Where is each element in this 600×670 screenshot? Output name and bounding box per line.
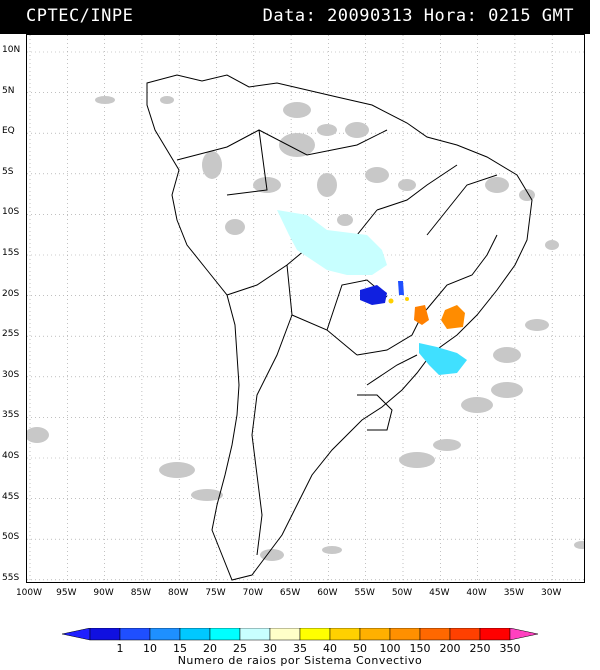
lon-label: 65W (279, 588, 301, 598)
lon-label: 45W (429, 588, 450, 598)
hour-label: Hora: 0215 GMT (423, 6, 574, 26)
graticule (27, 35, 584, 582)
lon-label: 80W (168, 588, 189, 598)
colorbar (61, 628, 539, 641)
colorbar-swatch (119, 628, 151, 641)
lat-label: 10N (2, 45, 21, 55)
lat-label: 40S (2, 451, 20, 461)
lon-label: 50W (391, 588, 413, 598)
colorbar-swatch (359, 628, 391, 641)
colorbar-arrow-left (61, 628, 91, 641)
lat-label: 45S (2, 491, 20, 502)
storm-yellow-2 (405, 297, 409, 301)
lon-label: 95W (56, 588, 77, 598)
lon-label: 60W (317, 588, 338, 598)
storm-blue (360, 285, 387, 305)
storm-orange-west (414, 305, 429, 325)
storm-blue-small (398, 281, 404, 295)
colorbar-tick-label: 35 (293, 642, 307, 655)
south-america-outline (146, 74, 533, 581)
colorbar-tick-label: 50 (353, 642, 367, 655)
storm-orange-east (441, 305, 465, 329)
colorbar-swatch (89, 628, 121, 641)
storm-yellow (388, 298, 394, 304)
lat-label: 5N (2, 85, 15, 96)
lat-label: 50S (2, 532, 20, 543)
lat-label: 20S (2, 288, 20, 299)
lon-label: 55W (354, 588, 375, 598)
lat-label: 30S (2, 369, 20, 380)
colorbar-tick-label: 10 (143, 642, 157, 655)
colorbar-tick-label: 200 (439, 642, 461, 655)
colorbar-swatch (419, 628, 451, 641)
lon-label: 90W (93, 588, 114, 598)
colorbar-swatch (149, 628, 181, 641)
colorbar-swatch (389, 628, 421, 641)
storm-cyan-west (277, 210, 387, 275)
colorbar-swatch (179, 628, 211, 641)
datetime-label: Data: 20090313 Hora: 0215 GMT (263, 6, 574, 26)
colorbar-arrow-right (509, 628, 539, 641)
lon-label: 40W (466, 588, 487, 598)
colorbar-swatch (299, 628, 331, 641)
colorbar-tick-label: 250 (469, 642, 491, 655)
lon-label: 75W (205, 588, 226, 598)
lon-label: 70W (242, 588, 263, 598)
lat-label: 5S (2, 166, 14, 177)
lon-label: 85W (130, 588, 152, 598)
map-canvas (27, 35, 584, 582)
colorbar-swatch (479, 628, 511, 641)
cloud-cover (27, 96, 584, 561)
lat-label: 10S (2, 207, 20, 218)
map-frame (26, 34, 585, 583)
colorbar-tick-label: 40 (323, 642, 337, 655)
lat-label: 15S (2, 248, 20, 258)
colorbar-caption: Numero de raios por Sistema Convectivo (177, 654, 423, 667)
lon-label: 30W (541, 588, 562, 598)
colorbar-tick-label: 100 (379, 642, 401, 655)
lon-label: 100W (15, 588, 43, 598)
colorbar-tick-label: 15 (173, 642, 187, 655)
colorbar-tick-label: 30 (263, 642, 277, 655)
colorbar-tick-label: 20 (203, 642, 217, 655)
lat-label: EQ (2, 126, 15, 137)
convective-systems (277, 210, 467, 375)
colorbar-swatch (269, 628, 301, 641)
colorbar-tick-label: 1 (116, 642, 124, 655)
colorbar-tick-label: 350 (499, 642, 521, 655)
colorbar-swatch (239, 628, 271, 641)
colorbar-tick-label: 25 (233, 642, 247, 655)
date-label: Data: 20090313 (262, 6, 413, 26)
source-label: CPTEC/INPE (26, 6, 134, 26)
storm-cyan-south (419, 343, 467, 375)
header-bar: CPTEC/INPE Data: 20090313 Hora: 0215 GMT (0, 0, 590, 34)
colorbar-swatch (329, 628, 361, 641)
colorbar-tick-label: 150 (409, 642, 431, 655)
lat-label: 55S (2, 572, 20, 583)
lat-label: 35S (2, 410, 20, 421)
lon-label: 35W (503, 588, 525, 598)
colorbar-swatch (209, 628, 241, 641)
lat-label: 25S (2, 329, 20, 340)
colorbar-swatch (449, 628, 481, 641)
